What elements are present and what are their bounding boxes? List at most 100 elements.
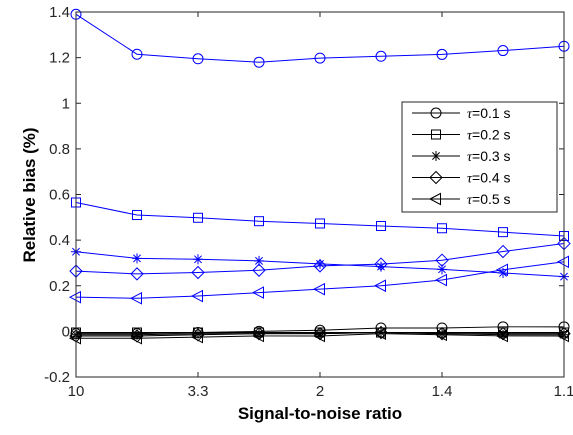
legend-marker (429, 170, 443, 185)
data-point (254, 216, 264, 227)
data-point (312, 282, 325, 296)
data-point (68, 331, 81, 345)
legend-symbol: τ (467, 172, 473, 187)
legend-item: τ=0.3 s (412, 148, 511, 165)
legend-label: τ=0.1 s (467, 105, 511, 122)
series-5 (68, 255, 569, 305)
data-point (192, 53, 204, 65)
y-tick-label: 0 (62, 323, 70, 340)
y-tick-label: 1.2 (49, 50, 70, 67)
data-point (437, 264, 447, 275)
series-line (75, 201, 565, 237)
y-tick-label: 0.2 (49, 278, 70, 295)
x-tick-label: 1.1 (554, 383, 573, 400)
data-point (193, 254, 203, 265)
data-point (314, 52, 326, 64)
legend-symbol: τ (467, 129, 473, 144)
legend-item: τ=0.1 s (412, 105, 511, 122)
legend-label: τ=0.4 s (467, 170, 511, 187)
legend-label: τ=0.3 s (467, 148, 511, 165)
data-point (313, 259, 327, 273)
series-line (76, 333, 564, 339)
data-point (129, 331, 142, 345)
data-point (251, 286, 264, 299)
series-10 (68, 327, 569, 345)
data-point (132, 210, 142, 221)
legend-marker (431, 151, 441, 161)
data-point (374, 257, 388, 271)
data-point (495, 263, 508, 277)
data-point (190, 289, 203, 303)
data-point (193, 212, 203, 223)
y-tick-label: 1.4 (49, 4, 70, 21)
legend-symbol: τ (467, 107, 473, 122)
data-point (315, 218, 325, 229)
legend-item: τ=0.5 s (412, 191, 511, 208)
series-4 (69, 236, 571, 281)
legend-value: =0.2 s (472, 127, 511, 143)
data-point (556, 255, 569, 269)
y-tick-label: 0.8 (49, 141, 70, 158)
legend-value: =0.5 s (472, 191, 511, 207)
data-point (495, 329, 508, 343)
data-point (129, 291, 142, 305)
data-point (498, 227, 508, 238)
y-tick-label: 0.6 (49, 187, 70, 204)
data-point (498, 329, 508, 340)
y-tick-label: -0.2 (44, 369, 70, 386)
data-point (191, 265, 205, 280)
data-point (434, 328, 447, 342)
legend-symbol: τ (467, 150, 473, 165)
data-point (497, 45, 509, 57)
data-point (375, 50, 387, 62)
x-tick-label: 3.3 (188, 383, 209, 400)
data-point (376, 261, 386, 272)
data-point (496, 244, 510, 259)
data-point (312, 329, 325, 343)
legend-value: =0.1 s (472, 105, 511, 121)
legend-box (401, 101, 558, 213)
legend-marker (428, 192, 441, 206)
data-point (190, 330, 203, 344)
data-point (437, 223, 447, 234)
y-tick-label: 1 (62, 95, 70, 112)
data-point (132, 253, 142, 264)
legend-value: =0.3 s (472, 148, 511, 164)
series-line (75, 13, 565, 63)
legend-item: τ=0.4 s (412, 170, 511, 187)
legend: τ=0.1 sτ=0.2 sτ=0.3 sτ=0.4 sτ=0.5 s (401, 101, 558, 213)
data-point (436, 48, 448, 60)
legend-label: τ=0.2 s (467, 127, 511, 144)
x-tick-label: 1.4 (432, 383, 453, 400)
data-point (254, 255, 264, 266)
data-point (252, 263, 266, 277)
data-point (68, 290, 81, 304)
legend-item: τ=0.2 s (412, 127, 511, 144)
y-tick-label: 0.4 (49, 232, 70, 249)
x-axis-title: Signal-to-noise ratio (238, 404, 402, 423)
series-line (75, 243, 565, 275)
data-point (251, 329, 264, 343)
legend-marker (430, 107, 442, 119)
series-line (76, 332, 564, 337)
data-point (131, 48, 143, 60)
legend-marker (431, 129, 441, 140)
y-axis-title: Relative bias (%) (20, 127, 39, 262)
ticks-layer: -0.2 0 0.2 0.4 0.6 0.8 1 1.2 1.4 10 3.3 2 1.4 1.1 (44, 4, 573, 400)
data-point (373, 279, 386, 293)
data-point (435, 253, 449, 267)
legend-value: =0.4 s (472, 170, 511, 186)
x-tick-label: 2 (316, 383, 324, 400)
series-line (75, 261, 565, 299)
data-point (376, 220, 386, 231)
data-point (315, 258, 325, 269)
legend-symbol: τ (467, 193, 473, 208)
data-point (434, 273, 447, 287)
data-point (556, 329, 569, 343)
data-point (130, 267, 144, 281)
data-point (373, 327, 386, 340)
x-tick-label: 10 (68, 383, 85, 400)
data-point (253, 56, 265, 68)
legend-label: τ=0.5 s (467, 191, 511, 208)
